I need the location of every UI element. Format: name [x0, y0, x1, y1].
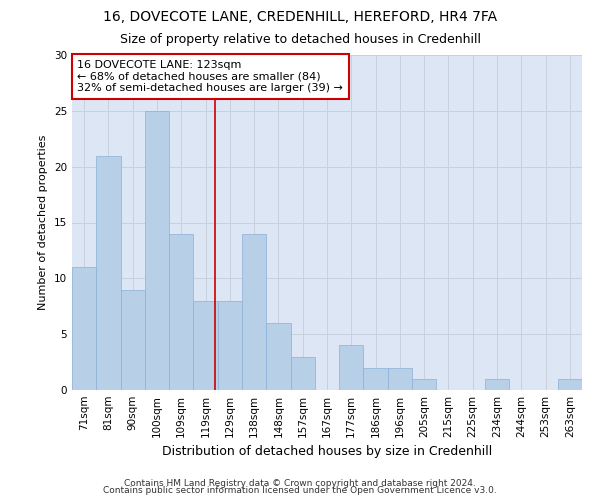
- Bar: [290, 356, 315, 390]
- Bar: [388, 368, 412, 390]
- Y-axis label: Number of detached properties: Number of detached properties: [38, 135, 49, 310]
- Bar: [96, 156, 121, 390]
- X-axis label: Distribution of detached houses by size in Credenhill: Distribution of detached houses by size …: [162, 446, 492, 458]
- Bar: [169, 234, 193, 390]
- Text: Contains public sector information licensed under the Open Government Licence v3: Contains public sector information licen…: [103, 486, 497, 495]
- Text: 16, DOVECOTE LANE, CREDENHILL, HEREFORD, HR4 7FA: 16, DOVECOTE LANE, CREDENHILL, HEREFORD,…: [103, 10, 497, 24]
- Bar: [266, 323, 290, 390]
- Bar: [242, 234, 266, 390]
- Bar: [72, 267, 96, 390]
- Bar: [193, 300, 218, 390]
- Bar: [558, 379, 582, 390]
- Bar: [412, 379, 436, 390]
- Bar: [218, 300, 242, 390]
- Bar: [145, 111, 169, 390]
- Text: 16 DOVECOTE LANE: 123sqm
← 68% of detached houses are smaller (84)
32% of semi-d: 16 DOVECOTE LANE: 123sqm ← 68% of detach…: [77, 60, 343, 93]
- Text: Size of property relative to detached houses in Credenhill: Size of property relative to detached ho…: [119, 32, 481, 46]
- Bar: [364, 368, 388, 390]
- Text: Contains HM Land Registry data © Crown copyright and database right 2024.: Contains HM Land Registry data © Crown c…: [124, 478, 476, 488]
- Bar: [339, 346, 364, 390]
- Bar: [485, 379, 509, 390]
- Bar: [121, 290, 145, 390]
